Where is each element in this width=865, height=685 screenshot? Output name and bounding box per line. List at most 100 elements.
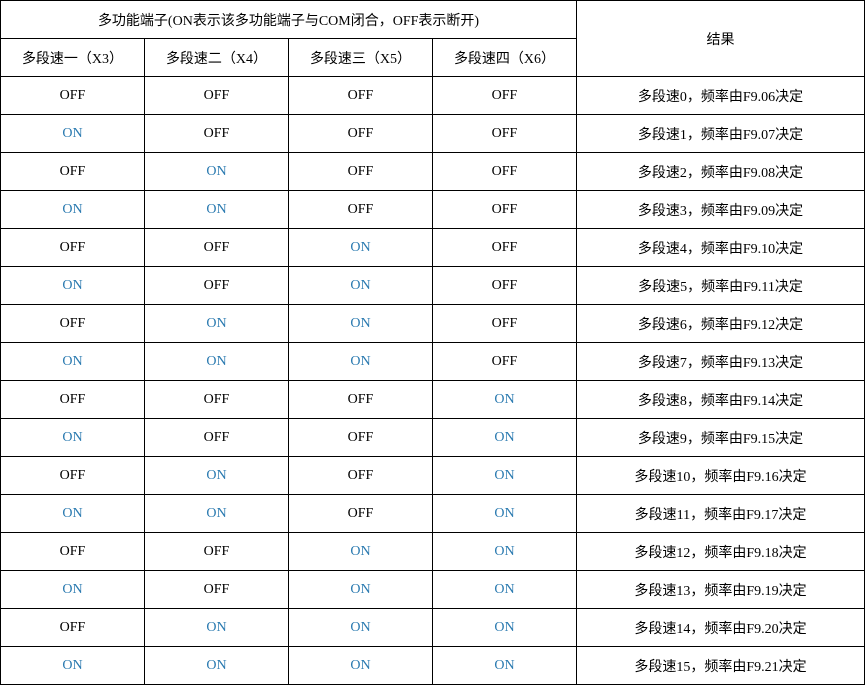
terminal-state-cell: OFF	[288, 494, 433, 533]
terminal-state-cell: ON	[432, 456, 577, 495]
terminal-state-cell: ON	[288, 266, 433, 305]
result-cell: 多段速8，频率由F9.14决定	[576, 380, 865, 419]
terminal-state-cell: ON	[288, 304, 433, 343]
terminal-state-cell: OFF	[0, 608, 145, 647]
table-row: ON OFF OFF ON 多段速9，频率由F9.15决定	[0, 418, 865, 457]
terminal-state-cell: OFF	[0, 456, 145, 495]
terminal-state-cell: ON	[144, 304, 289, 343]
result-cell: 多段速0，频率由F9.06决定	[576, 76, 865, 115]
terminal-state-cell: ON	[288, 532, 433, 571]
table-row: OFF ON ON OFF 多段速6，频率由F9.12决定	[0, 304, 865, 343]
column-header-x3: 多段速一（X3）	[0, 38, 145, 77]
terminal-state-cell: ON	[432, 380, 577, 419]
result-cell: 多段速3，频率由F9.09决定	[576, 190, 865, 229]
terminal-state-cell: ON	[432, 418, 577, 457]
result-cell: 多段速4，频率由F9.10决定	[576, 228, 865, 267]
table-row: ON ON ON OFF 多段速7，频率由F9.13决定	[0, 342, 865, 381]
terminal-state-cell: ON	[0, 114, 145, 153]
terminal-state-cell: ON	[144, 646, 289, 685]
result-cell: 多段速6，频率由F9.12决定	[576, 304, 865, 343]
terminal-state-cell: ON	[144, 152, 289, 191]
terminal-state-cell: OFF	[432, 266, 577, 305]
result-cell: 多段速10，频率由F9.16决定	[576, 456, 865, 495]
result-cell: 多段速13，频率由F9.19决定	[576, 570, 865, 609]
table-row: OFF ON OFF OFF 多段速2，频率由F9.08决定	[0, 152, 865, 191]
terminal-state-cell: OFF	[432, 228, 577, 267]
terminal-state-cell: OFF	[0, 304, 145, 343]
terminal-state-cell: ON	[288, 570, 433, 609]
terminal-state-cell: OFF	[288, 418, 433, 457]
result-cell: 多段速1，频率由F9.07决定	[576, 114, 865, 153]
terminal-state-cell: OFF	[144, 228, 289, 267]
table-row: OFF OFF ON ON 多段速12，频率由F9.18决定	[0, 532, 865, 571]
terminal-state-cell: OFF	[144, 114, 289, 153]
terminal-state-cell: OFF	[0, 228, 145, 267]
terminal-state-cell: OFF	[144, 266, 289, 305]
result-cell: 多段速12，频率由F9.18决定	[576, 532, 865, 571]
result-cell: 多段速14，频率由F9.20决定	[576, 608, 865, 647]
terminal-state-cell: OFF	[288, 114, 433, 153]
terminal-state-cell: OFF	[144, 570, 289, 609]
terminal-state-cell: ON	[288, 646, 433, 685]
terminal-state-cell: ON	[144, 608, 289, 647]
table-row: OFF OFF OFF OFF 多段速0，频率由F9.06决定	[0, 76, 865, 115]
table-row: OFF OFF ON OFF 多段速4，频率由F9.10决定	[0, 228, 865, 267]
terminal-state-cell: OFF	[0, 76, 145, 115]
terminal-state-cell: ON	[432, 532, 577, 571]
result-header: 结果	[576, 0, 865, 77]
terminal-state-cell: OFF	[288, 152, 433, 191]
terminal-state-cell: ON	[0, 418, 145, 457]
terminal-state-cell: OFF	[288, 190, 433, 229]
terminal-state-cell: ON	[144, 494, 289, 533]
terminal-state-cell: ON	[0, 646, 145, 685]
terminal-state-cell: ON	[144, 342, 289, 381]
terminal-state-cell: OFF	[144, 76, 289, 115]
terminal-state-cell: ON	[432, 608, 577, 647]
terminal-state-cell: OFF	[432, 190, 577, 229]
result-cell: 多段速2，频率由F9.08决定	[576, 152, 865, 191]
result-cell: 多段速5，频率由F9.11决定	[576, 266, 865, 305]
terminal-state-cell: ON	[144, 456, 289, 495]
header-row-group: 多功能端子(ON表示该多功能端子与COM闭合，OFF表示断开) 结果	[0, 0, 865, 77]
group-header: 多功能端子(ON表示该多功能端子与COM闭合，OFF表示断开)	[0, 0, 577, 39]
terminal-state-cell: OFF	[432, 342, 577, 381]
terminal-state-cell: OFF	[432, 152, 577, 191]
table-row: ON OFF ON ON 多段速13，频率由F9.19决定	[0, 570, 865, 609]
terminal-state-cell: ON	[0, 570, 145, 609]
column-header-x6: 多段速四（X6）	[432, 38, 577, 77]
terminal-state-cell: OFF	[432, 76, 577, 115]
result-cell: 多段速11，频率由F9.17决定	[576, 494, 865, 533]
terminal-state-cell: OFF	[288, 76, 433, 115]
terminal-state-cell: OFF	[432, 304, 577, 343]
terminal-state-cell: ON	[0, 342, 145, 381]
table-row: OFF ON OFF ON 多段速10，频率由F9.16决定	[0, 456, 865, 495]
result-cell: 多段速9，频率由F9.15决定	[576, 418, 865, 457]
terminal-state-cell: OFF	[144, 532, 289, 571]
header-row-columns: 多段速一（X3） 多段速二（X4） 多段速三（X5） 多段速四（X6）	[0, 38, 865, 77]
column-header-x5: 多段速三（X5）	[288, 38, 433, 77]
terminal-state-cell: ON	[432, 494, 577, 533]
terminal-state-cell: ON	[0, 190, 145, 229]
terminal-state-cell: OFF	[0, 380, 145, 419]
table-row: OFF OFF OFF ON 多段速8，频率由F9.14决定	[0, 380, 865, 419]
table-row: ON OFF OFF OFF 多段速1，频率由F9.07决定	[0, 114, 865, 153]
table-row: ON ON ON ON 多段速15，频率由F9.21决定	[0, 646, 865, 685]
terminal-state-cell: ON	[288, 342, 433, 381]
terminal-state-cell: OFF	[144, 380, 289, 419]
terminal-state-cell: ON	[0, 494, 145, 533]
result-cell: 多段速15，频率由F9.21决定	[576, 646, 865, 685]
terminal-state-cell: OFF	[288, 456, 433, 495]
terminal-state-cell: OFF	[432, 114, 577, 153]
terminal-state-cell: ON	[432, 570, 577, 609]
terminal-state-cell: ON	[288, 608, 433, 647]
terminal-state-cell: OFF	[0, 532, 145, 571]
table-row: OFF ON ON ON 多段速14，频率由F9.20决定	[0, 608, 865, 647]
result-cell: 多段速7，频率由F9.13决定	[576, 342, 865, 381]
terminal-state-cell: OFF	[0, 152, 145, 191]
terminal-state-cell: OFF	[288, 380, 433, 419]
terminal-state-cell: ON	[432, 646, 577, 685]
terminal-state-cell: ON	[144, 190, 289, 229]
column-header-x4: 多段速二（X4）	[144, 38, 289, 77]
table-row: ON OFF ON OFF 多段速5，频率由F9.11决定	[0, 266, 865, 305]
